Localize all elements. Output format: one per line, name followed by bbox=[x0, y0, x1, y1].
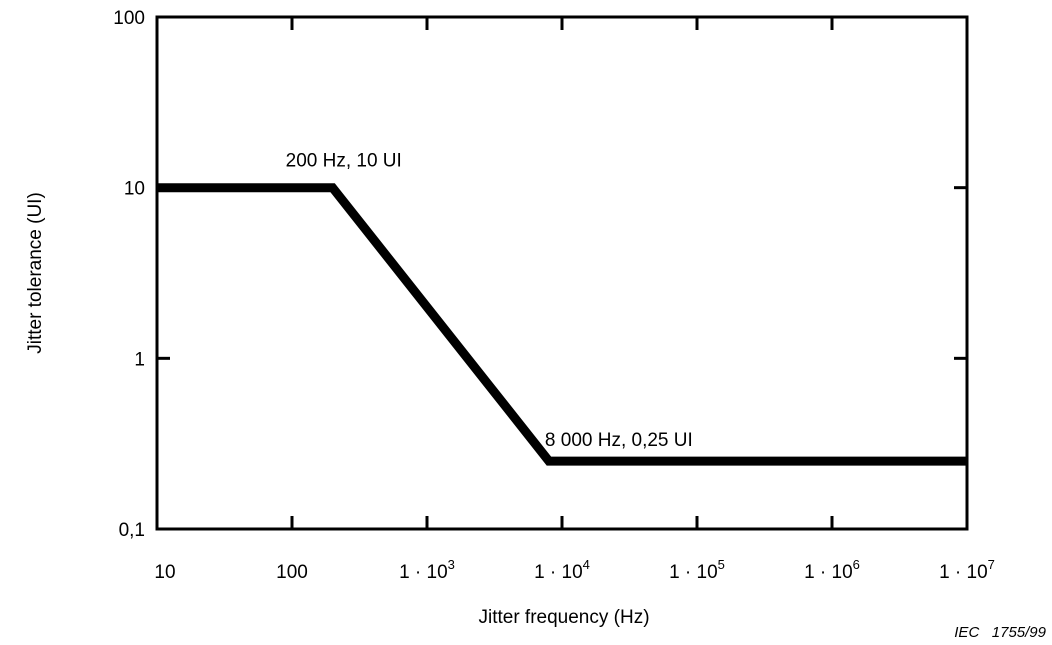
y-tick-label: 100 bbox=[113, 8, 145, 29]
annotation-200hz: 200 Hz, 10 UI bbox=[286, 151, 402, 172]
x-tick-label: 1 · 107 bbox=[939, 557, 995, 583]
plot-frame bbox=[155, 15, 969, 531]
jitter-tolerance-line bbox=[157, 183, 967, 466]
x-tick-label: 10 bbox=[154, 562, 175, 583]
figure-caption: IEC 1755/99 bbox=[954, 624, 1046, 641]
x-axis-title: Jitter frequency (Hz) bbox=[478, 607, 649, 628]
y-tick-label: 1 bbox=[134, 349, 145, 370]
x-tick-label: 1 · 103 bbox=[399, 557, 455, 583]
annotation-8000hz: 8 000 Hz, 0,25 UI bbox=[545, 430, 693, 451]
y-axis-title: Jitter tolerance (UI) bbox=[25, 192, 46, 354]
tick-marks bbox=[155, 15, 969, 531]
y-tick-label: 10 bbox=[124, 179, 145, 200]
x-tick-label: 1 · 106 bbox=[804, 557, 860, 583]
x-tick-label: 1 · 104 bbox=[534, 557, 590, 583]
x-tick-label: 100 bbox=[276, 562, 308, 583]
x-tick-labels: 10 100 1 · 103 1 · 104 1 · 105 1 · 106 1 · 107 bbox=[154, 557, 994, 583]
x-tick-label: 1 · 105 bbox=[669, 557, 725, 583]
y-tick-label: 0,1 bbox=[119, 520, 145, 541]
y-tick-labels: 0,1 1 10 100 bbox=[113, 8, 145, 541]
